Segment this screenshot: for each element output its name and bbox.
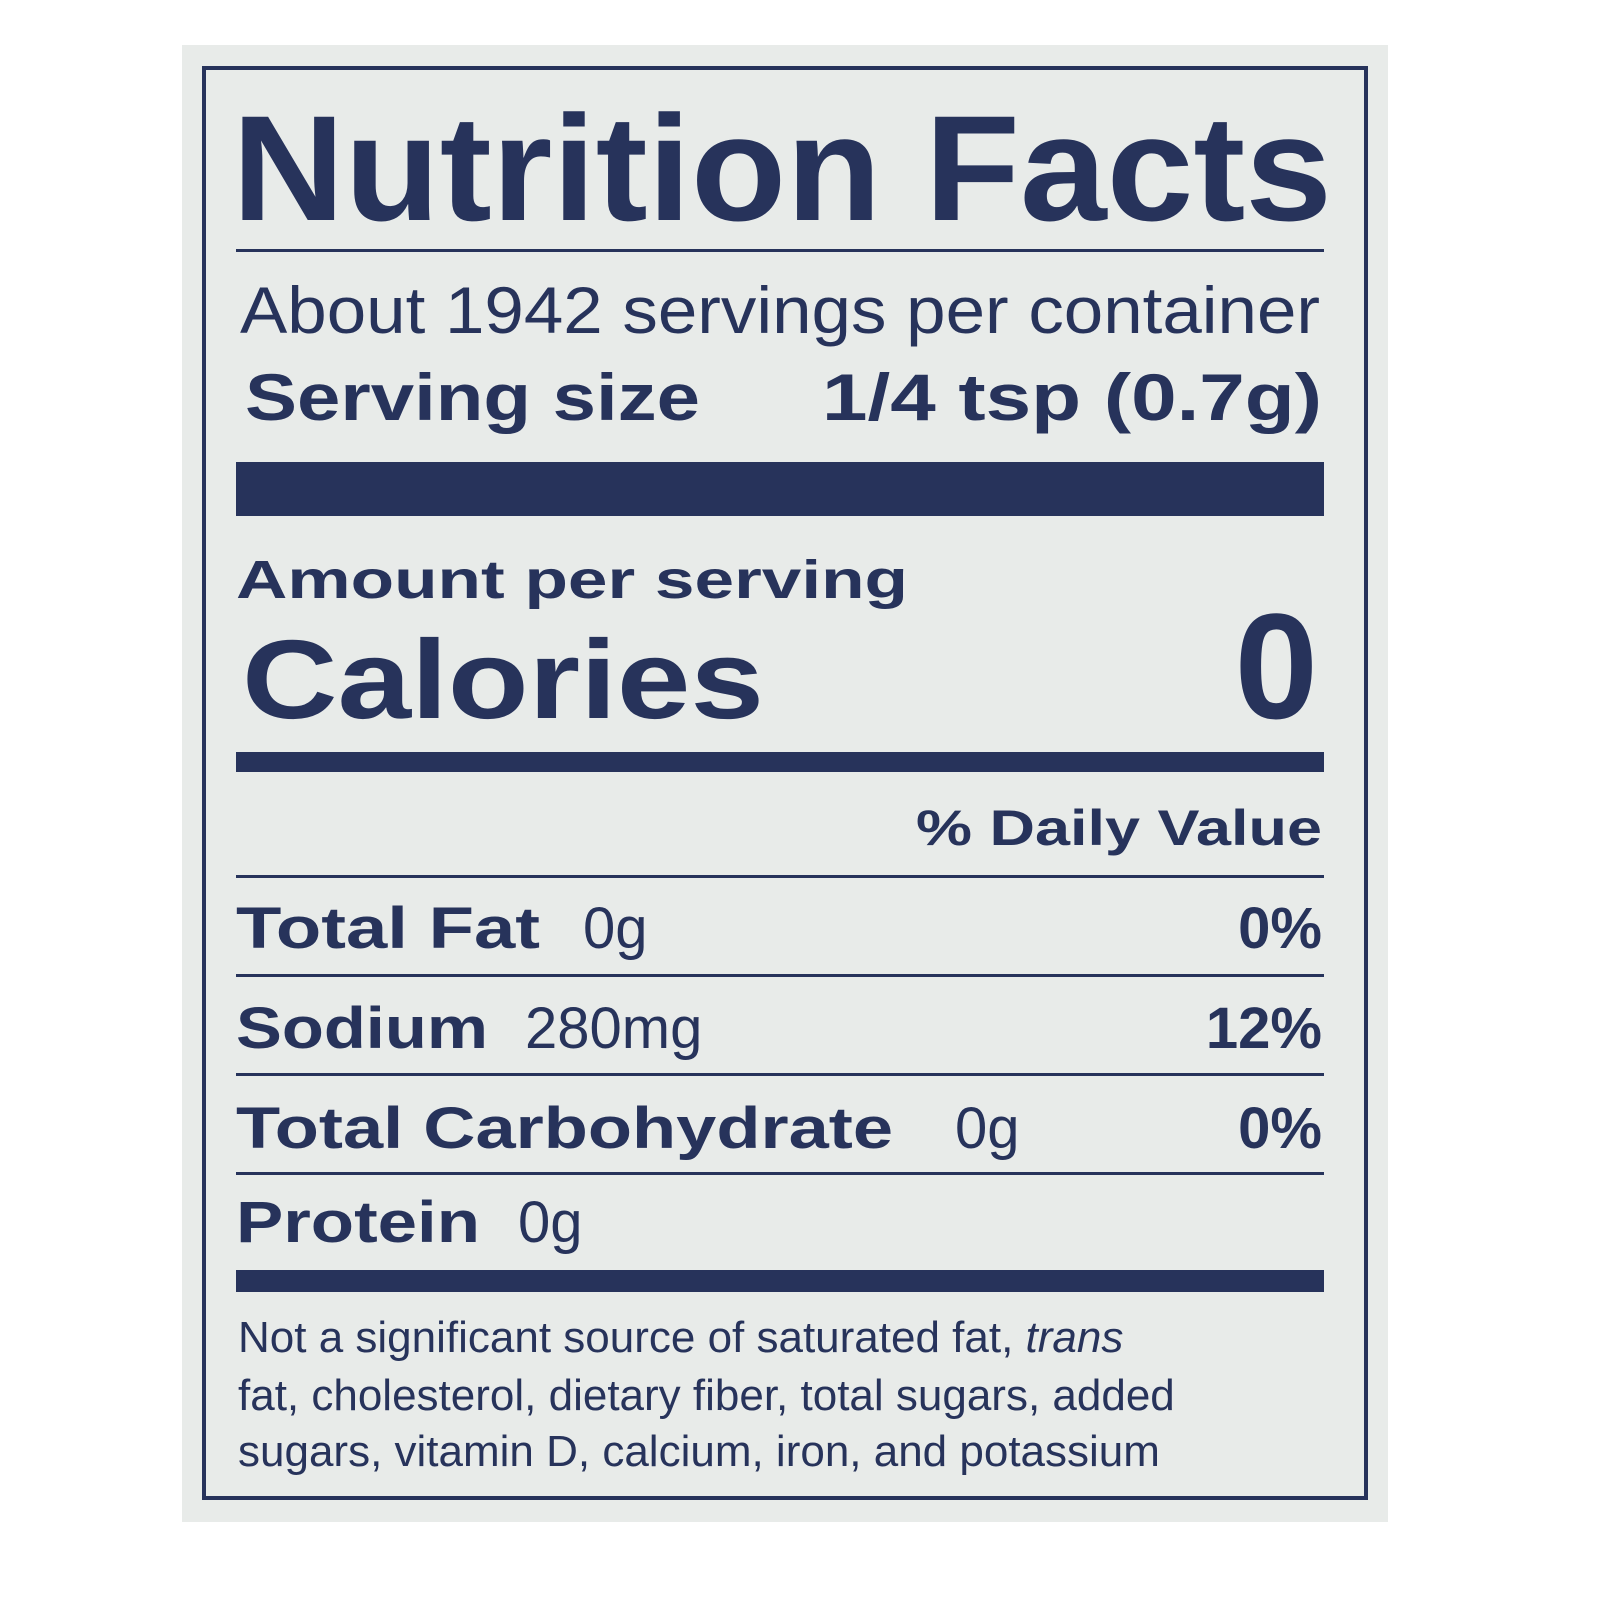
- footnote-text: Not a significant source of saturated fa…: [238, 1313, 1013, 1362]
- rule: [236, 875, 1324, 878]
- footnote-line: fat, cholesterol, dietary fiber, total s…: [238, 1371, 1175, 1420]
- nutrient-name: Total Carbohydrate: [236, 1096, 893, 1161]
- nutrient-name: Protein: [236, 1190, 480, 1255]
- nutrient-dv: 12%: [1206, 996, 1322, 1061]
- nutrient-amount: 0g: [955, 1096, 1020, 1161]
- nutrient-amount: 280mg: [525, 996, 702, 1061]
- calories-label: Calories: [242, 617, 764, 742]
- footnote-line: sugars, vitamin D, calcium, iron, and po…: [238, 1427, 1160, 1476]
- calories-value: 0: [1235, 582, 1318, 750]
- panel: [182, 45, 1388, 1522]
- daily-value-header: % Daily Value: [916, 800, 1322, 856]
- footnote-italic: trans: [1026, 1313, 1124, 1362]
- servings: About 1942 servings per container: [240, 273, 1320, 347]
- thick-bar: [236, 462, 1324, 516]
- nutrient-name: Sodium: [236, 996, 488, 1061]
- rule: [236, 974, 1324, 977]
- nutrient-name: Total Fat: [236, 896, 540, 961]
- medium-bar: [236, 752, 1324, 772]
- footnote-line: Not a significant source of saturated fa…: [238, 1313, 1123, 1362]
- serving-size-label: Serving size: [245, 360, 700, 434]
- rule: [236, 1073, 1324, 1076]
- label-border: [202, 66, 1368, 1500]
- nutrient-dv: 0%: [1238, 896, 1322, 961]
- rule: [236, 249, 1324, 252]
- medium-bar: [236, 1270, 1324, 1292]
- title: Nutrition Facts: [232, 84, 1332, 252]
- amount-per-serving: Amount per serving: [236, 550, 908, 610]
- serving-size-value: 1/4 tsp (0.7g): [822, 360, 1322, 434]
- nutrient-dv: 0%: [1238, 1096, 1322, 1161]
- nutrient-amount: 0g: [518, 1190, 583, 1255]
- nutrient-amount: 0g: [583, 896, 648, 961]
- rule: [236, 1172, 1324, 1175]
